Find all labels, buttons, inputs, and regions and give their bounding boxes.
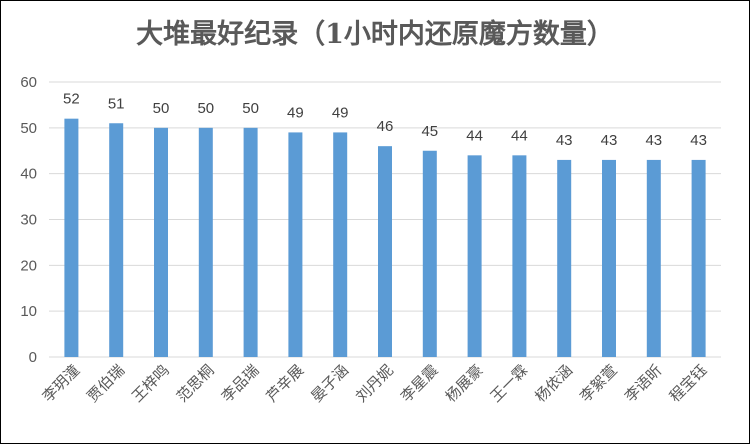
bar	[198, 127, 213, 357]
x-tick-label: 王梓鸣	[128, 361, 173, 406]
bar	[109, 123, 124, 357]
x-tick-label: 李絮萱	[576, 361, 621, 406]
data-label: 44	[466, 127, 483, 144]
bar	[333, 132, 348, 357]
data-labels: 52 51 50 50 50 49 49 46 45 44 44 43 43 43 43	[63, 91, 707, 149]
x-tick-label: 王一霖	[487, 361, 532, 406]
bars	[64, 118, 706, 358]
x-tick-label: 贾伯瑞	[83, 361, 128, 406]
x-tick-label: 杨展豪	[442, 361, 487, 406]
x-tick-label: 李玥潼	[39, 361, 84, 406]
bar	[602, 159, 616, 357]
data-label: 49	[332, 104, 349, 121]
x-axis-ticks: 李玥潼 贾伯瑞 王梓鸣 范思桐 李品瑞 芦辛展 晏子涵 刘丹妮 李星震 杨展豪 王一霖 杨依涵 李絮萱李…	[39, 361, 711, 406]
x-tick-label: 李品瑞	[218, 361, 263, 406]
bar	[288, 132, 303, 357]
y-tick-label: 50	[20, 120, 37, 137]
bar	[154, 127, 168, 357]
bar	[467, 155, 482, 357]
chart-title: 大堆最好纪录（1小时内还原魔方数量）	[136, 18, 614, 50]
bar	[243, 127, 258, 357]
bar	[422, 150, 437, 357]
x-tick-label: 刘丹妮	[352, 361, 397, 406]
x-tick-label: 李语昕	[621, 361, 666, 406]
x-tick-label: 晏子涵	[307, 361, 352, 406]
y-tick-label: 30	[20, 212, 37, 229]
data-label: 50	[153, 100, 170, 117]
y-tick-label: 10	[20, 303, 37, 320]
x-tick-label: 范思桐	[173, 361, 218, 406]
data-label: 52	[63, 91, 80, 108]
bar	[646, 159, 661, 357]
data-label: 44	[511, 127, 528, 144]
bar	[691, 159, 706, 357]
x-tick-label: 李星震	[397, 361, 442, 406]
bar	[64, 118, 79, 358]
y-tick-label: 20	[20, 257, 37, 274]
data-label: 45	[421, 123, 438, 140]
data-label: 43	[645, 132, 662, 149]
data-label: 50	[242, 100, 259, 117]
data-label: 43	[556, 132, 573, 149]
y-tick-label: 60	[20, 74, 37, 91]
data-label: 46	[377, 118, 394, 135]
data-label: 50	[197, 100, 214, 117]
y-tick-label: 0	[29, 349, 37, 366]
data-label: 43	[690, 132, 707, 149]
data-label: 49	[287, 104, 304, 121]
y-tick-label: 40	[20, 166, 37, 183]
data-label: 43	[601, 132, 618, 149]
bar	[512, 155, 527, 357]
x-tick-label: 杨依涵	[531, 361, 576, 406]
y-axis-ticks: 0 10 20 30 40 50 60	[20, 74, 37, 366]
data-label: 51	[108, 95, 125, 112]
x-tick-label: 芦辛展	[263, 361, 308, 406]
x-tick-label: 程宝钰	[666, 361, 711, 406]
bar	[378, 146, 392, 357]
bar	[557, 159, 572, 357]
